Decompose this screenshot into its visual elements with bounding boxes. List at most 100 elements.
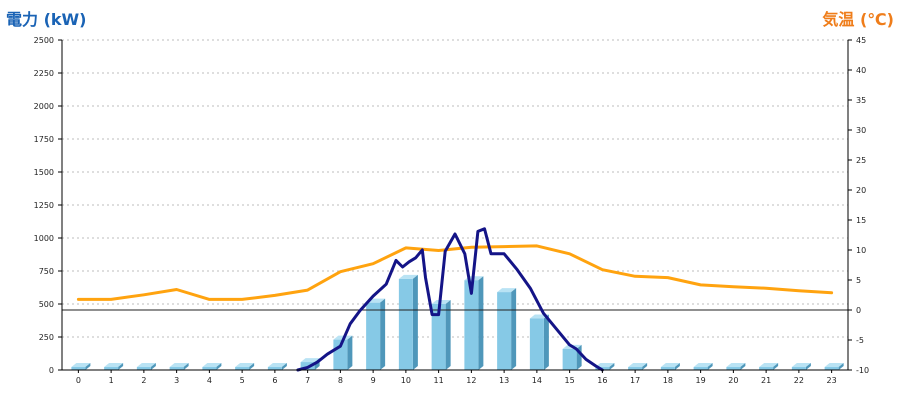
x-tick-label: 3 <box>174 376 179 385</box>
bar <box>235 367 250 370</box>
bar-top <box>660 363 680 367</box>
x-tick-label: 19 <box>696 376 706 385</box>
bar-top <box>202 363 222 367</box>
bar <box>726 367 741 370</box>
bar-side <box>412 274 418 370</box>
right-tick-label: 45 <box>856 36 866 45</box>
bar-top <box>71 363 91 367</box>
left-tick-label: 1250 <box>34 201 54 210</box>
bar-side <box>838 363 844 370</box>
bar-top <box>398 274 418 279</box>
bar-top <box>693 363 713 367</box>
x-tick-label: 1 <box>109 376 114 385</box>
bar <box>660 367 675 370</box>
bar-side <box>85 363 91 370</box>
right-tick-label: 0 <box>856 306 861 315</box>
series-line <box>296 227 604 372</box>
bar-side <box>478 276 484 370</box>
x-tick-label: 2 <box>141 376 146 385</box>
bar-top <box>726 363 746 367</box>
bar <box>104 367 119 370</box>
bar <box>169 367 184 370</box>
bar-side <box>380 298 386 370</box>
bar-side <box>642 363 648 370</box>
right-tick-label: 20 <box>856 186 866 195</box>
bar-side <box>609 363 615 370</box>
x-tick-label: 13 <box>499 376 509 385</box>
series-line <box>76 244 834 301</box>
x-tick-label: 17 <box>630 376 640 385</box>
bar-top <box>628 363 648 367</box>
x-tick-label: 16 <box>597 376 607 385</box>
bar <box>366 302 381 370</box>
bar-side <box>183 363 189 370</box>
x-tick-label: 14 <box>532 376 542 385</box>
bar <box>398 278 413 370</box>
right-tick-label: 35 <box>856 96 866 105</box>
right-tick-label: 40 <box>856 66 866 75</box>
bar <box>791 367 806 370</box>
bar-side <box>281 363 287 370</box>
x-tick-label: 7 <box>305 376 310 385</box>
bar-top <box>169 363 189 367</box>
bar-side <box>805 363 811 370</box>
x-tick-label: 22 <box>794 376 804 385</box>
bar-top <box>497 288 517 293</box>
grid-layer <box>62 39 848 338</box>
left-tick-label: 2500 <box>34 36 54 45</box>
x-tick-label: 18 <box>663 376 673 385</box>
line-layer <box>62 227 848 372</box>
right-tick-label: 15 <box>856 216 866 225</box>
bar <box>497 292 512 370</box>
bar-side <box>740 363 746 370</box>
bar-side <box>707 363 713 370</box>
bar-layer <box>71 274 844 370</box>
bar-side <box>511 288 517 370</box>
x-tick-label: 21 <box>761 376 771 385</box>
bar <box>136 367 151 370</box>
bar <box>431 304 446 370</box>
left-axis-title: 電力 (kW) <box>6 10 87 29</box>
bar <box>464 280 479 370</box>
x-tick-label: 12 <box>466 376 476 385</box>
left-tick-label: 1500 <box>34 168 54 177</box>
left-tick-label: 0 <box>49 366 54 375</box>
x-tick-label: 8 <box>338 376 343 385</box>
bar-top <box>595 363 615 367</box>
left-tick-label: 250 <box>39 333 54 342</box>
bar <box>628 367 643 370</box>
left-tick-label: 2000 <box>34 102 54 111</box>
x-tick-label: 11 <box>434 376 444 385</box>
right-tick-label: 25 <box>856 156 866 165</box>
bar-top <box>104 363 124 367</box>
bar-side <box>445 300 451 370</box>
bar <box>529 318 544 370</box>
bar <box>824 367 839 370</box>
right-axis-title: 気温 (℃) <box>822 10 894 29</box>
bar-top <box>824 363 844 367</box>
bar <box>71 367 86 370</box>
bar-side <box>347 335 353 370</box>
x-tick-label: 20 <box>728 376 738 385</box>
bar <box>202 367 217 370</box>
bar <box>759 367 774 370</box>
left-tick-label: 500 <box>39 300 54 309</box>
x-tick-label: 6 <box>272 376 277 385</box>
bar-side <box>150 363 156 370</box>
bar-top <box>267 363 287 367</box>
left-tick-label: 750 <box>39 267 54 276</box>
right-tick-label: -10 <box>856 366 869 375</box>
bar-top <box>791 363 811 367</box>
bar-side <box>674 363 680 370</box>
left-tick-label: 2250 <box>34 69 54 78</box>
bar-side <box>773 363 779 370</box>
x-tick-label: 5 <box>240 376 245 385</box>
x-tick-label: 4 <box>207 376 212 385</box>
right-tick-label: 5 <box>856 276 861 285</box>
bar-side <box>216 363 222 370</box>
bar <box>693 367 708 370</box>
x-tick-label: 0 <box>76 376 81 385</box>
bar-side <box>543 314 549 370</box>
